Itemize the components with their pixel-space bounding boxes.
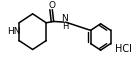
Text: N: N: [62, 14, 68, 23]
Text: H: H: [62, 22, 68, 31]
Text: O: O: [49, 1, 56, 10]
Text: HN: HN: [8, 27, 21, 36]
Text: HCl: HCl: [115, 44, 132, 54]
